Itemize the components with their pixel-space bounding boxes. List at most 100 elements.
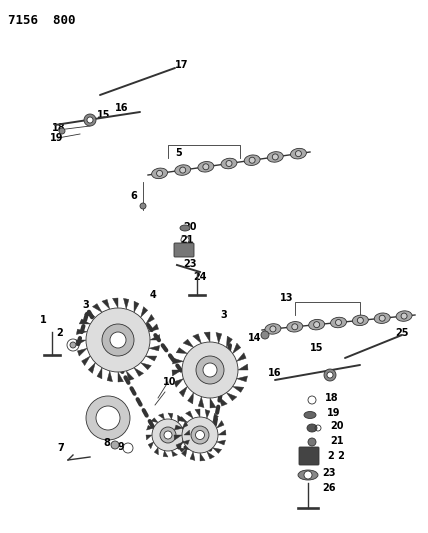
Polygon shape — [190, 451, 195, 461]
Text: 8: 8 — [103, 438, 110, 448]
Polygon shape — [154, 448, 158, 455]
Polygon shape — [146, 425, 154, 430]
Polygon shape — [210, 398, 216, 408]
FancyBboxPatch shape — [174, 243, 194, 257]
Polygon shape — [141, 362, 152, 370]
Ellipse shape — [304, 411, 316, 418]
Circle shape — [180, 167, 186, 173]
Circle shape — [261, 331, 269, 339]
Polygon shape — [172, 450, 178, 456]
Text: 5: 5 — [175, 148, 182, 158]
Polygon shape — [226, 336, 232, 348]
Circle shape — [272, 154, 278, 160]
Circle shape — [59, 128, 65, 134]
Circle shape — [110, 332, 126, 348]
Ellipse shape — [396, 311, 412, 321]
Text: 15: 15 — [310, 343, 324, 353]
Circle shape — [314, 321, 320, 328]
Text: 18: 18 — [52, 123, 65, 133]
Text: 9: 9 — [118, 442, 125, 452]
Polygon shape — [107, 371, 113, 382]
Circle shape — [86, 396, 130, 440]
Polygon shape — [172, 370, 182, 376]
Polygon shape — [219, 397, 227, 406]
FancyBboxPatch shape — [299, 447, 319, 465]
Polygon shape — [118, 372, 124, 382]
Circle shape — [157, 171, 163, 176]
Polygon shape — [187, 393, 193, 404]
Polygon shape — [151, 418, 158, 423]
Polygon shape — [178, 448, 185, 452]
Polygon shape — [163, 450, 168, 457]
Text: 7: 7 — [57, 443, 64, 453]
Text: 1: 1 — [40, 315, 47, 325]
Text: 3: 3 — [220, 310, 227, 320]
Text: 2 2: 2 2 — [328, 451, 345, 461]
Polygon shape — [198, 397, 204, 408]
Polygon shape — [158, 414, 164, 419]
Text: 20: 20 — [183, 222, 196, 232]
Polygon shape — [82, 356, 90, 366]
Circle shape — [357, 317, 363, 324]
Text: 24: 24 — [193, 272, 206, 282]
Polygon shape — [146, 435, 152, 440]
Polygon shape — [146, 356, 157, 361]
Circle shape — [327, 372, 333, 378]
Circle shape — [111, 441, 119, 449]
Circle shape — [160, 427, 176, 443]
Polygon shape — [76, 329, 87, 335]
Polygon shape — [218, 430, 226, 435]
Circle shape — [84, 114, 96, 126]
Polygon shape — [92, 304, 102, 312]
Polygon shape — [88, 362, 95, 373]
Polygon shape — [237, 376, 247, 382]
Polygon shape — [213, 448, 222, 454]
Text: 25: 25 — [395, 328, 408, 338]
Polygon shape — [205, 409, 210, 418]
Polygon shape — [213, 414, 218, 422]
Circle shape — [270, 326, 276, 332]
Circle shape — [324, 369, 336, 381]
Ellipse shape — [175, 165, 190, 175]
Ellipse shape — [307, 424, 317, 432]
Text: 21: 21 — [180, 235, 193, 245]
Text: 18: 18 — [325, 393, 339, 403]
Polygon shape — [204, 332, 210, 342]
Polygon shape — [174, 378, 183, 387]
Circle shape — [140, 203, 146, 209]
Circle shape — [182, 417, 218, 453]
Circle shape — [304, 471, 312, 479]
Polygon shape — [200, 453, 205, 461]
Polygon shape — [226, 393, 237, 401]
Ellipse shape — [180, 225, 190, 231]
Polygon shape — [176, 442, 183, 449]
Polygon shape — [97, 368, 102, 379]
Ellipse shape — [352, 315, 369, 326]
Circle shape — [196, 356, 224, 384]
Polygon shape — [76, 340, 86, 345]
Polygon shape — [102, 300, 110, 309]
Polygon shape — [178, 417, 187, 422]
Polygon shape — [146, 314, 155, 324]
Ellipse shape — [221, 158, 237, 169]
Polygon shape — [182, 421, 188, 428]
Ellipse shape — [265, 324, 281, 334]
Circle shape — [70, 342, 76, 348]
Polygon shape — [207, 451, 214, 459]
Text: 19: 19 — [327, 408, 341, 418]
Polygon shape — [195, 409, 200, 417]
Text: 26: 26 — [322, 483, 336, 493]
Circle shape — [152, 419, 184, 451]
Polygon shape — [217, 440, 226, 445]
Circle shape — [295, 151, 301, 157]
Circle shape — [203, 164, 209, 170]
Circle shape — [182, 342, 238, 398]
Polygon shape — [179, 386, 187, 397]
Circle shape — [164, 431, 172, 439]
Text: 16: 16 — [115, 103, 128, 113]
Text: 7156  800: 7156 800 — [8, 14, 75, 27]
Text: 14: 14 — [248, 333, 262, 343]
Polygon shape — [150, 335, 160, 340]
Text: 12: 12 — [195, 425, 208, 435]
Polygon shape — [124, 298, 129, 309]
